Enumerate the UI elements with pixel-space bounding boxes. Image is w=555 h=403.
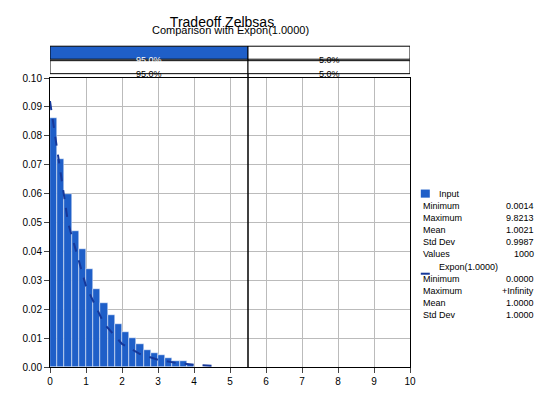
svg-text:5: 5 xyxy=(227,376,233,387)
svg-text:0.02: 0.02 xyxy=(23,304,43,315)
svg-text:Minimum: Minimum xyxy=(423,274,460,284)
svg-text:0.08: 0.08 xyxy=(23,130,43,141)
svg-text:0.0000: 0.0000 xyxy=(506,274,534,284)
svg-text:Std Dev: Std Dev xyxy=(423,237,456,247)
svg-text:0.06: 0.06 xyxy=(23,188,43,199)
svg-text:9: 9 xyxy=(371,376,377,387)
svg-text:0.09: 0.09 xyxy=(23,101,43,112)
svg-text:0.04: 0.04 xyxy=(23,246,43,257)
svg-text:Maximum: Maximum xyxy=(423,286,462,296)
svg-text:Comparison with Expon(1.0000): Comparison with Expon(1.0000) xyxy=(152,24,309,36)
svg-text:1.0000: 1.0000 xyxy=(506,310,534,320)
svg-text:5.0%: 5.0% xyxy=(319,55,340,65)
svg-text:95.0%: 95.0% xyxy=(136,69,162,79)
svg-text:Maximum: Maximum xyxy=(423,213,462,223)
svg-text:0.10: 0.10 xyxy=(23,73,43,84)
svg-text:2: 2 xyxy=(119,376,125,387)
svg-text:Mean: Mean xyxy=(423,298,446,308)
svg-text:3: 3 xyxy=(155,376,161,387)
svg-text:0.9987: 0.9987 xyxy=(506,237,534,247)
svg-text:10: 10 xyxy=(404,376,416,387)
svg-text:0.0014: 0.0014 xyxy=(506,201,534,211)
svg-text:1000: 1000 xyxy=(514,249,534,259)
svg-text:8: 8 xyxy=(335,376,341,387)
svg-text:6: 6 xyxy=(263,376,269,387)
svg-text:0.07: 0.07 xyxy=(23,159,43,170)
svg-text:0.00: 0.00 xyxy=(23,362,43,373)
svg-text:1.0000: 1.0000 xyxy=(506,298,534,308)
svg-text:Minimum: Minimum xyxy=(423,201,460,211)
svg-text:+Infinity: +Infinity xyxy=(502,286,534,296)
svg-text:Std Dev: Std Dev xyxy=(423,310,456,320)
svg-text:9.8213: 9.8213 xyxy=(506,213,534,223)
svg-text:5.0%: 5.0% xyxy=(319,69,340,79)
svg-text:95.0%: 95.0% xyxy=(136,55,162,65)
svg-text:1: 1 xyxy=(83,376,89,387)
svg-text:Tradeoff Zelbsas: Tradeoff Zelbsas xyxy=(170,14,274,30)
svg-text:7: 7 xyxy=(299,376,305,387)
svg-text:0.05: 0.05 xyxy=(23,217,43,228)
svg-text:Mean: Mean xyxy=(423,225,446,235)
svg-text:4: 4 xyxy=(191,376,197,387)
svg-text:1.0021: 1.0021 xyxy=(506,225,534,235)
svg-text:Expon(1.0000): Expon(1.0000) xyxy=(439,262,498,272)
svg-text:0: 0 xyxy=(47,376,53,387)
svg-text:Values: Values xyxy=(423,249,450,259)
svg-text:0.03: 0.03 xyxy=(23,275,43,286)
svg-text:0.01: 0.01 xyxy=(23,333,43,344)
svg-text:Input: Input xyxy=(439,189,460,199)
